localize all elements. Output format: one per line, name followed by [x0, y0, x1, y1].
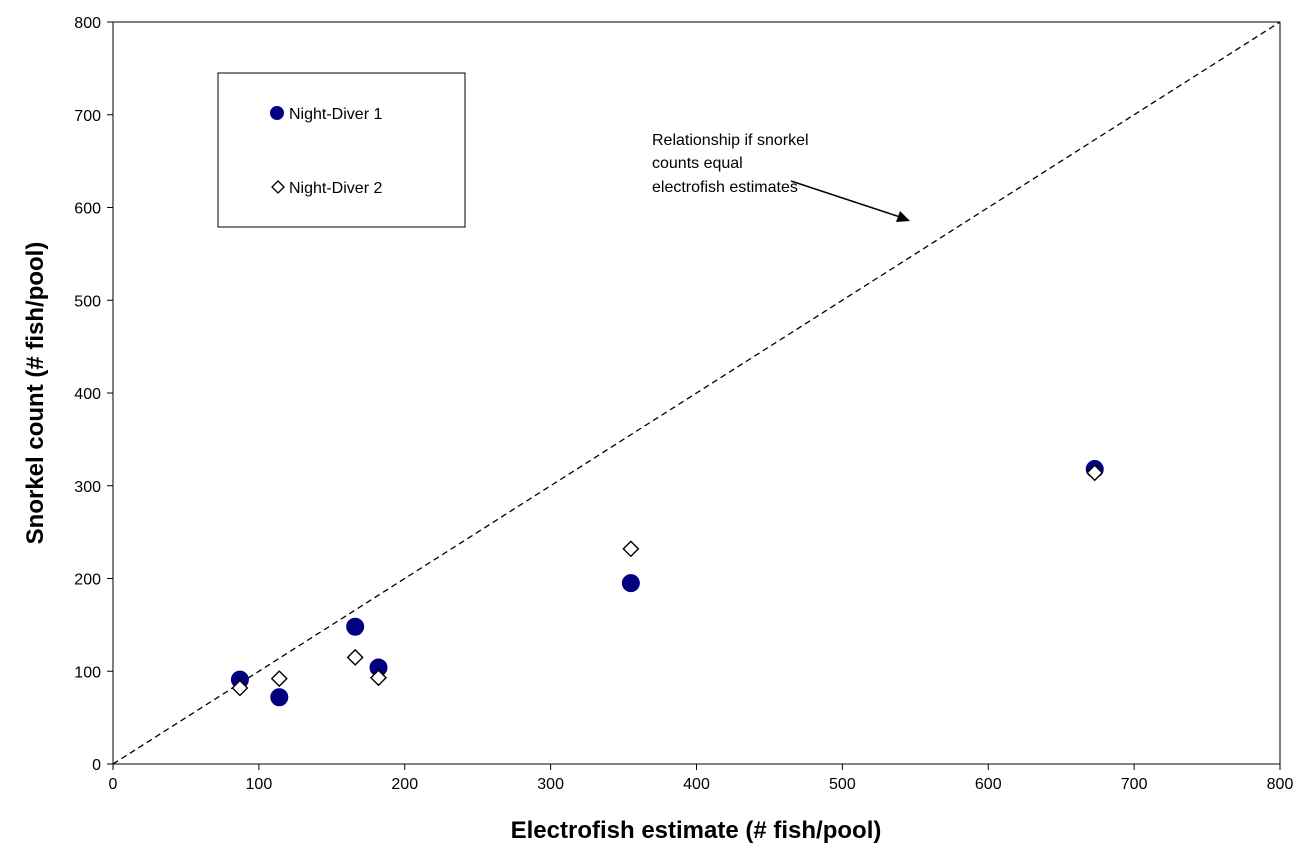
legend-label-night-diver-2: Night-Diver 2: [289, 180, 382, 197]
data-point-series-2: [622, 540, 640, 558]
x-tick-label: 0: [109, 776, 118, 793]
annotation-line-2: counts equal: [652, 155, 743, 172]
annotation-arrow-head: [896, 211, 910, 222]
data-point-series-2: [231, 679, 249, 697]
annotation-line-3: electrofish estimates: [652, 179, 798, 196]
y-tick-label: 700: [74, 108, 101, 125]
ticks-layer: 0 100 200 300 400 500 600 700 800 0 100 200 300 400 50…: [74, 15, 1293, 793]
x-tick-label: 800: [1267, 776, 1294, 793]
data-point-series-2: [1086, 464, 1104, 482]
legend-label-night-diver-1: Night-Diver 1: [289, 106, 382, 123]
x-tick-label: 400: [683, 776, 710, 793]
data-point-series-1: [270, 688, 289, 707]
y-tick-label: 500: [74, 293, 101, 310]
data-point-series-2: [346, 648, 364, 666]
y-tick-label: 100: [74, 664, 101, 681]
x-tick-label: 100: [246, 776, 273, 793]
data-point-series-2: [270, 670, 288, 688]
annotation: Relationship if snorkel counts equal ele…: [652, 132, 910, 222]
data-point-series-1: [621, 574, 640, 593]
points-layer: [230, 460, 1104, 707]
y-axis-title: Snorkel count (# fish/pool): [22, 242, 49, 545]
y-tick-label: 0: [92, 757, 101, 774]
data-point-series-2: [370, 669, 387, 687]
legend-marker-night-diver-2: [271, 180, 285, 194]
data-point-series-1: [346, 617, 365, 636]
x-tick-label: 600: [975, 776, 1002, 793]
legend-box: [217, 72, 466, 228]
legend-marker-night-diver-1: [270, 106, 284, 120]
annotation-line-1: Relationship if snorkel: [652, 132, 809, 149]
x-tick-label: 500: [829, 776, 856, 793]
y-tick-label: 400: [74, 386, 101, 403]
x-tick-label: 700: [1121, 776, 1148, 793]
equality-reference-line: [112, 21, 1281, 765]
x-tick-label: 200: [391, 776, 418, 793]
y-tick-label: 200: [74, 572, 101, 589]
x-axis-title: Electrofish estimate (# fish/pool): [511, 817, 882, 844]
annotation-arrow-line: [790, 180, 904, 219]
y-tick-label: 600: [74, 201, 101, 218]
y-tick-label: 300: [74, 479, 101, 496]
y-tick-label: 800: [74, 15, 101, 32]
legend: Night-Diver 1 Night-Diver 2: [217, 72, 466, 228]
x-tick-label: 300: [537, 776, 564, 793]
